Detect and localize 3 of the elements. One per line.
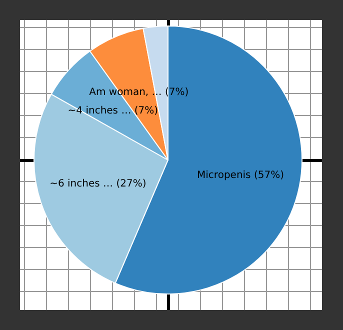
slice-label: Micropenis (57%) [197,170,284,181]
slice-label: ~6 inches … (27%) [50,178,146,190]
slice-label: ~4 inches … (7%) [68,106,158,117]
